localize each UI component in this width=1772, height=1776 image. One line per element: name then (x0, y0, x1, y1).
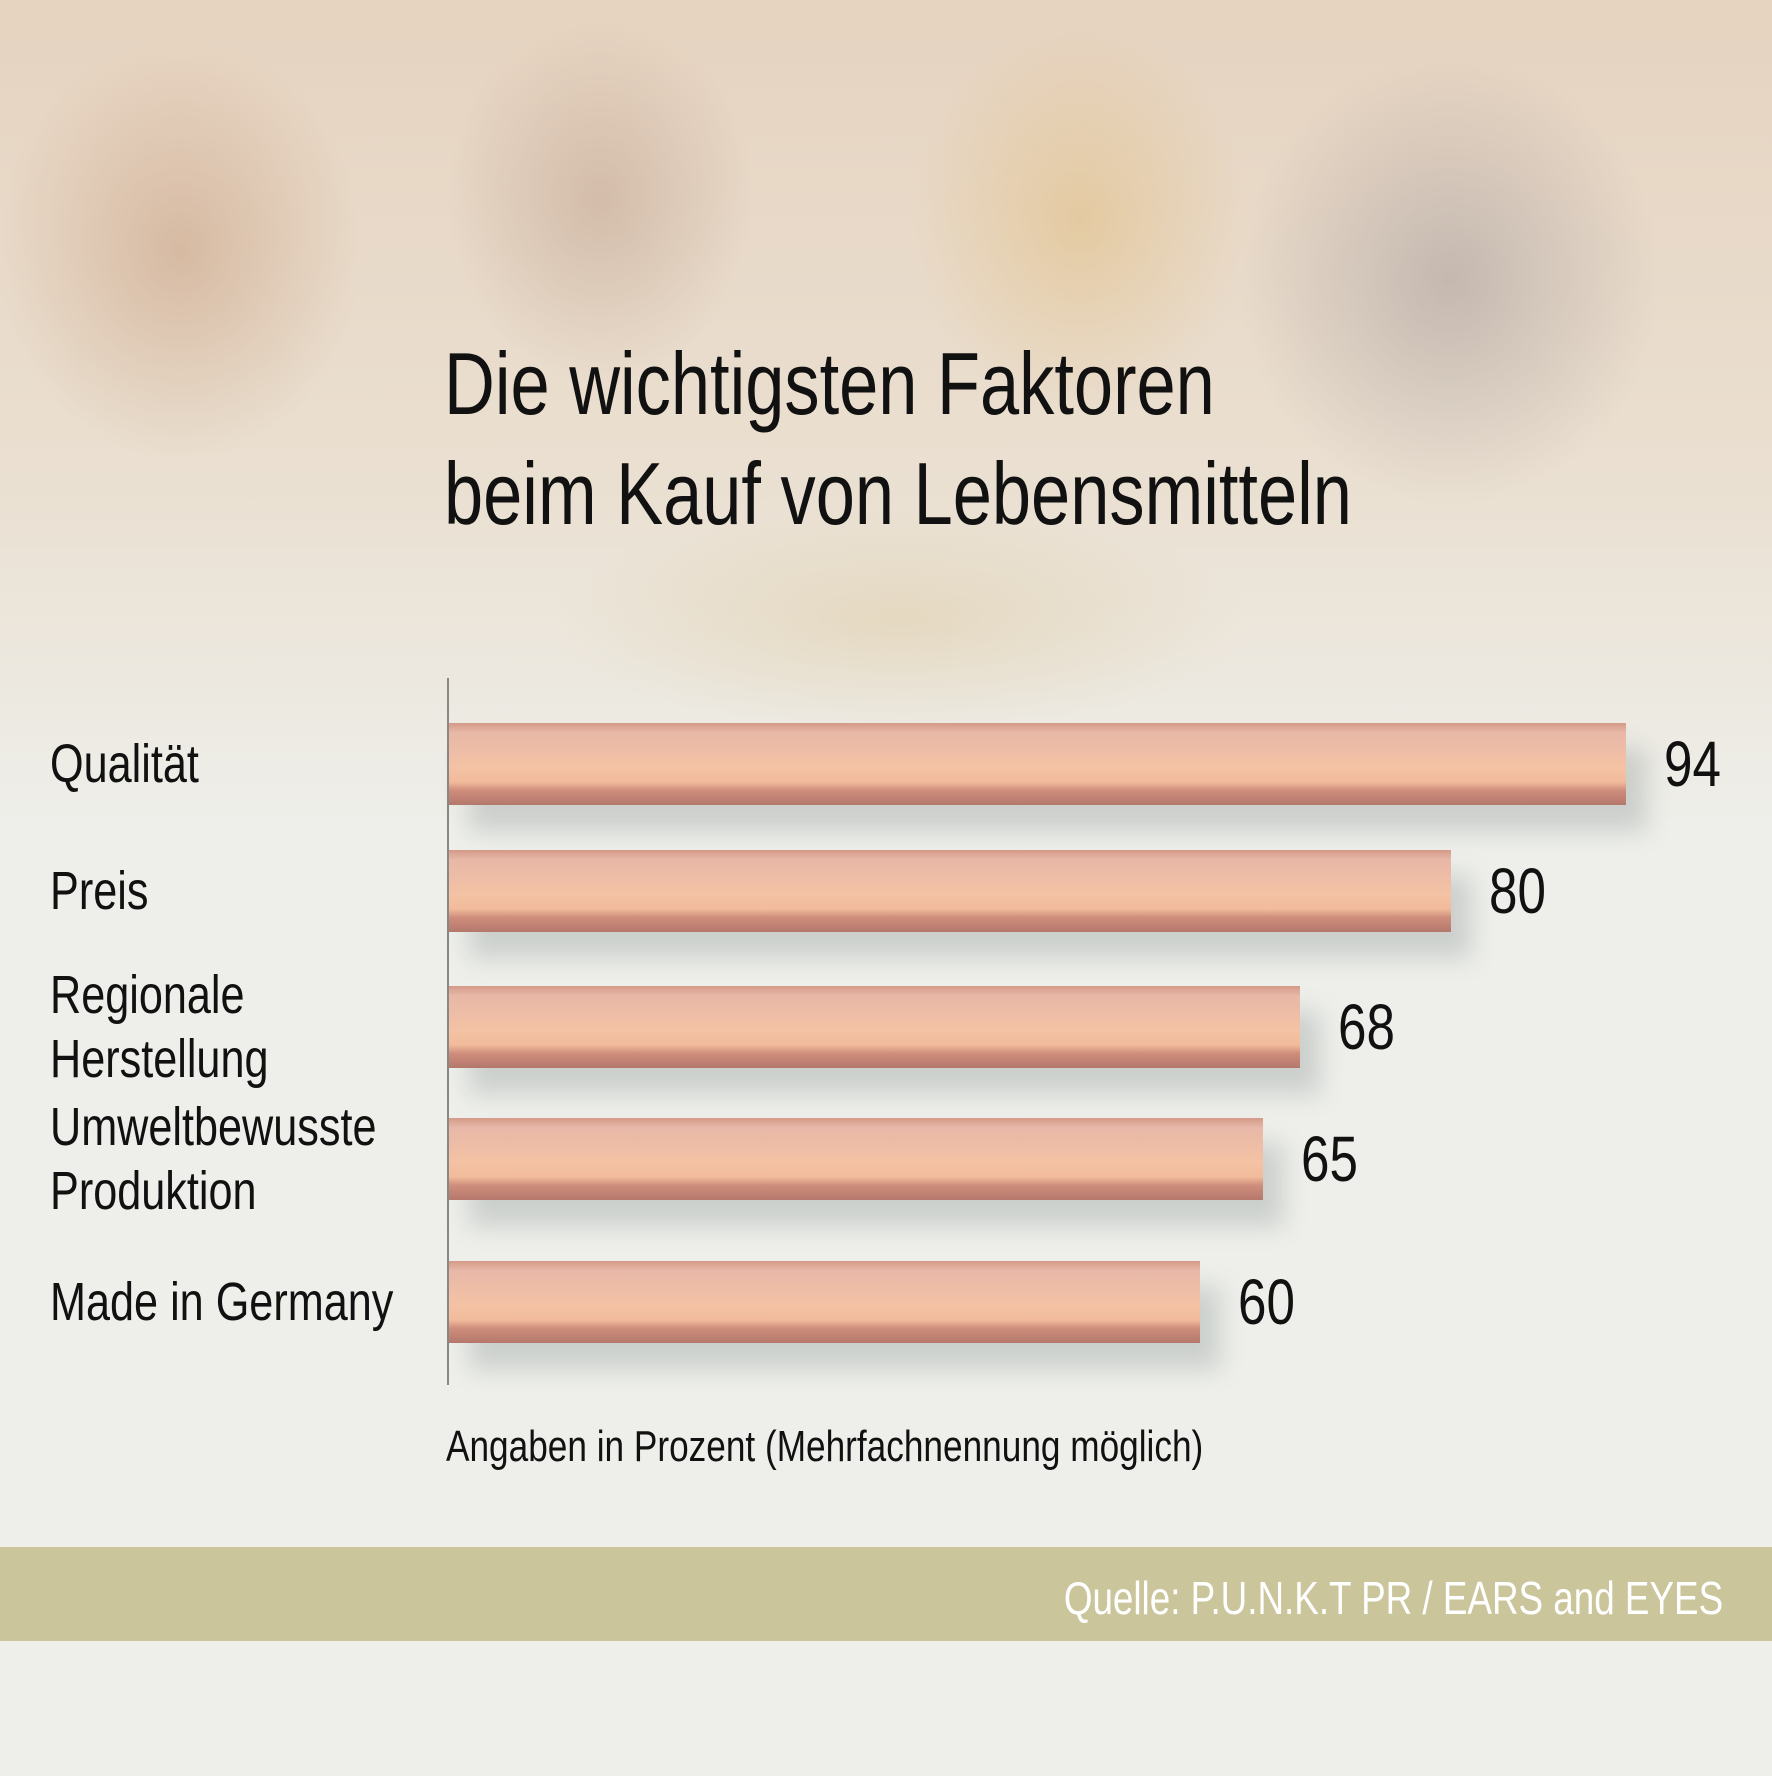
x-axis-label: Angaben in Prozent (Mehrfachnennung mögl… (446, 1422, 1204, 1471)
background-photo (0, 0, 1772, 840)
category-label-4: Made in Germany (50, 1272, 394, 1332)
bar-0 (449, 723, 1626, 805)
source-band: Quelle: P.U.N.K.T PR / EARS and EYES (0, 1547, 1772, 1641)
value-label-2: 68 (1338, 991, 1396, 1063)
y-axis-line (447, 678, 449, 1385)
bar-3 (449, 1118, 1263, 1200)
bar-1 (449, 850, 1451, 932)
source-text: Quelle: P.U.N.K.T PR / EARS and EYES (1063, 1572, 1723, 1624)
bar-2 (449, 986, 1301, 1068)
category-label-1: Preis (50, 861, 149, 921)
value-label-3: 65 (1300, 1123, 1358, 1195)
category-label-3: Umweltbewusste Produktion (50, 1097, 377, 1221)
value-label-4: 60 (1238, 1266, 1296, 1338)
category-label-2: Regionale Herstellung (50, 965, 269, 1089)
value-label-0: 94 (1663, 728, 1721, 800)
chart-title-line-2: beim Kauf von Lebensmitteln (444, 444, 1352, 543)
value-label-1: 80 (1488, 855, 1546, 927)
bar-4 (449, 1261, 1201, 1343)
category-label-0: Qualität (50, 734, 199, 794)
chart-title-line-1: Die wichtigsten Faktoren (444, 334, 1215, 433)
